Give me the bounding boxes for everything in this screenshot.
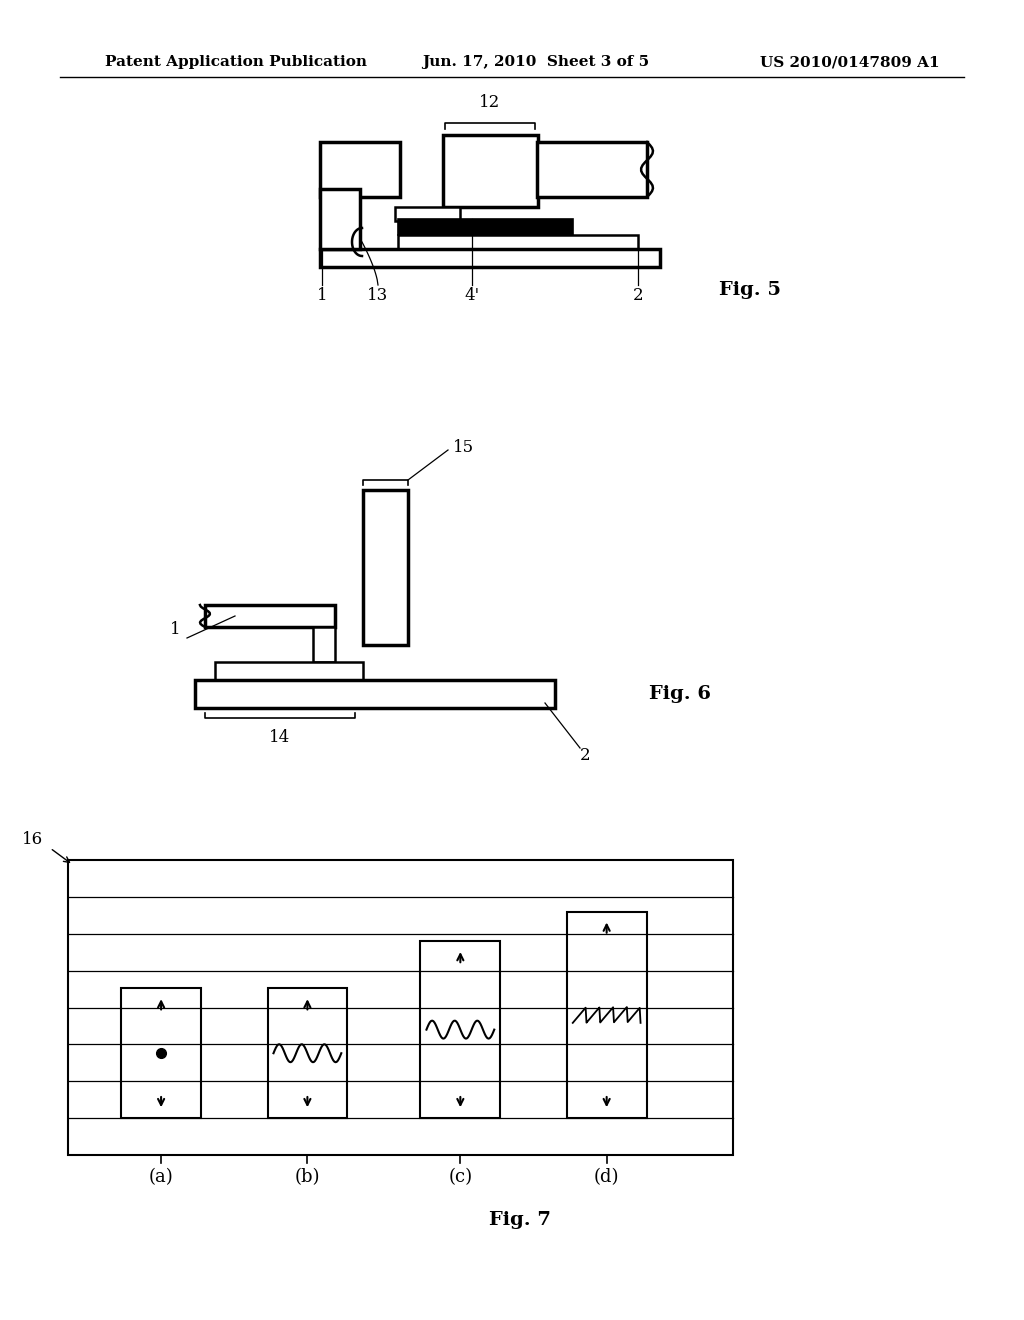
FancyBboxPatch shape [443, 135, 538, 207]
FancyBboxPatch shape [215, 663, 362, 680]
Text: Fig. 6: Fig. 6 [649, 685, 711, 704]
Text: Jun. 17, 2010  Sheet 3 of 5: Jun. 17, 2010 Sheet 3 of 5 [422, 55, 649, 69]
Text: Patent Application Publication: Patent Application Publication [105, 55, 367, 69]
FancyBboxPatch shape [205, 605, 335, 627]
FancyBboxPatch shape [362, 490, 408, 645]
FancyBboxPatch shape [398, 235, 638, 249]
Text: 15: 15 [453, 438, 474, 455]
FancyBboxPatch shape [421, 941, 501, 1118]
FancyBboxPatch shape [319, 143, 400, 197]
Text: Fig. 7: Fig. 7 [489, 1210, 551, 1229]
FancyBboxPatch shape [395, 207, 460, 220]
Text: 2: 2 [580, 747, 590, 764]
Text: 4': 4' [465, 286, 479, 304]
Text: US 2010/0147809 A1: US 2010/0147809 A1 [760, 55, 940, 69]
Text: (a): (a) [148, 1168, 173, 1185]
Text: (b): (b) [295, 1168, 321, 1185]
FancyBboxPatch shape [319, 189, 360, 249]
Text: (c): (c) [449, 1168, 472, 1185]
FancyBboxPatch shape [195, 680, 555, 708]
FancyBboxPatch shape [319, 249, 660, 267]
Text: 1: 1 [316, 286, 328, 304]
FancyBboxPatch shape [68, 861, 733, 1155]
FancyBboxPatch shape [398, 219, 573, 235]
FancyBboxPatch shape [566, 912, 646, 1118]
Text: 16: 16 [23, 832, 44, 849]
Text: 1: 1 [170, 622, 180, 639]
Text: 12: 12 [479, 94, 501, 111]
FancyBboxPatch shape [267, 989, 347, 1118]
FancyBboxPatch shape [313, 627, 335, 663]
FancyBboxPatch shape [537, 143, 647, 197]
Text: 14: 14 [269, 730, 291, 747]
Text: 2: 2 [633, 286, 643, 304]
FancyBboxPatch shape [121, 989, 201, 1118]
Text: (d): (d) [594, 1168, 620, 1185]
Text: Fig. 5: Fig. 5 [719, 281, 781, 300]
Text: 13: 13 [368, 286, 389, 304]
